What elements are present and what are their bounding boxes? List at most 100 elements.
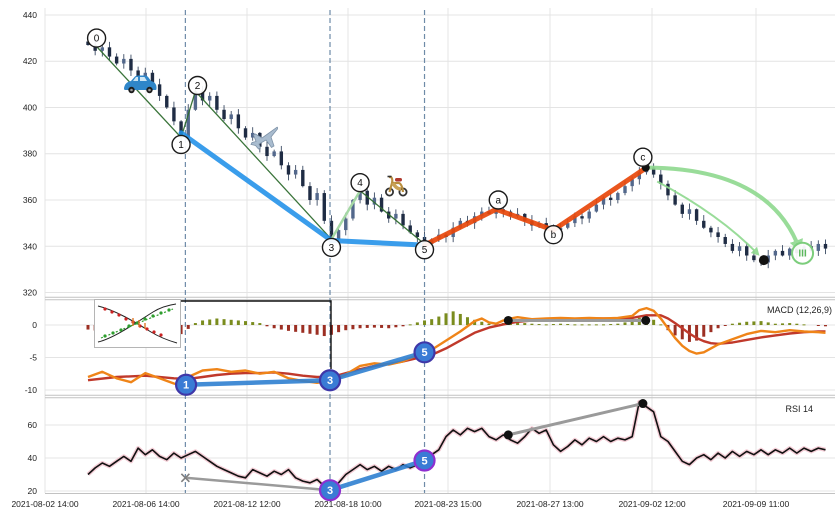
x-tick-label: 2021-08-23 15:00 — [414, 499, 481, 509]
wave-label-0[interactable]: 0 — [86, 28, 107, 48]
macd-hist-bar — [179, 325, 183, 335]
macd-hist-bar — [730, 323, 734, 326]
wave-label-III[interactable]: III — [791, 241, 815, 265]
svg-text:5: 5 — [422, 245, 428, 256]
macd-hist-bar — [745, 321, 749, 326]
macd-hist-bar — [788, 323, 792, 326]
macd-hist-bar — [802, 324, 806, 326]
y-tick-label: 360 — [23, 195, 37, 205]
macd-hist-bar — [738, 322, 742, 326]
airplane-icon[interactable] — [245, 125, 279, 158]
wave-label-2[interactable]: 2 — [187, 75, 208, 96]
macd-hist-bar — [272, 325, 276, 329]
macd-hist-bar — [286, 325, 290, 331]
svg-text:b: b — [551, 230, 557, 241]
rsi-indicator-label: RSI 14 — [785, 404, 813, 414]
macd-hist-bar — [265, 325, 269, 327]
macd-hist-bar — [480, 321, 484, 326]
price-dot — [758, 255, 769, 266]
macd-hist-bar — [537, 324, 541, 326]
macd-hist-bar — [566, 324, 570, 326]
wave-label-5[interactable]: 5 — [414, 240, 435, 260]
y-tick-label: 20 — [28, 486, 38, 496]
macd-hist-bar — [365, 325, 369, 328]
macd-hist-bar — [437, 316, 441, 326]
macd-hist-bar — [630, 320, 634, 326]
macd-hist-bar — [430, 319, 434, 326]
svg-text:a: a — [495, 196, 501, 207]
rsi-divergence-line[interactable] — [503, 399, 648, 440]
car-icon[interactable] — [122, 72, 158, 101]
y-tick-label: 400 — [23, 102, 37, 112]
forecast-arrow-secondary[interactable] — [656, 180, 760, 256]
macd-hist-bar — [415, 322, 419, 326]
macd-hist-bar — [709, 325, 713, 333]
macd-wave-marker-3[interactable]: 3 — [318, 369, 342, 392]
wave-label-a[interactable]: a — [488, 190, 508, 210]
macd-wave-marker[interactable]: 1 3 5 — [174, 341, 436, 396]
y-tick-label: 60 — [28, 420, 38, 430]
macd-hist-bar — [716, 325, 720, 329]
macd-hist-bar — [559, 323, 563, 326]
macd-hist-bar — [380, 325, 384, 328]
macd-hist-bar — [695, 325, 699, 341]
macd-hist-bar — [201, 320, 205, 326]
macd-hist-bar — [723, 325, 727, 327]
macd-hist-bar — [208, 319, 212, 326]
wave-label-b[interactable]: b — [543, 224, 564, 245]
inset-connector-line — [179, 300, 332, 369]
macd-hist-bar — [773, 323, 777, 326]
x-tick-label: 2021-08-18 10:00 — [314, 499, 381, 509]
macd-hist-bar — [258, 323, 262, 326]
svg-text:c: c — [640, 153, 645, 164]
svg-text:3: 3 — [327, 375, 333, 387]
macd-hist-bar — [423, 320, 427, 326]
macd-hist-bar — [673, 325, 677, 336]
macd-hist-bar — [458, 313, 462, 326]
macd-hist-bar — [401, 325, 405, 327]
svg-text:3: 3 — [329, 243, 335, 254]
macd-hist-bar — [587, 324, 591, 326]
pattern-inset-thumbnail[interactable] — [94, 299, 181, 348]
abc-trendline[interactable] — [422, 165, 649, 248]
grid-layer — [44, 8, 835, 494]
macd-hist-bar — [215, 318, 219, 326]
macd-hist-bar — [766, 322, 770, 326]
macd-hist-bar — [244, 321, 248, 326]
svg-text:III: III — [798, 249, 807, 260]
wave3-4-line[interactable] — [330, 190, 362, 240]
svg-text:5: 5 — [421, 455, 427, 467]
rsi-line — [87, 401, 826, 491]
macd-hist-bar — [759, 321, 763, 326]
wave-label-3[interactable]: 3 — [321, 237, 342, 258]
macd-hist-bar — [573, 324, 577, 326]
macd-hist-bar — [394, 325, 398, 328]
macd-hist-bar — [451, 311, 455, 326]
macd-wave-marker-5[interactable]: 5 — [413, 341, 436, 364]
macd-hist-bar — [408, 324, 412, 326]
rsi-wave-marker-3[interactable]: 3 — [318, 479, 342, 502]
x-tick-label: 2021-09-02 12:00 — [618, 499, 685, 509]
wave-label-c[interactable]: c — [633, 147, 653, 167]
macd-hist-bar — [795, 323, 799, 326]
macd-hist-bar — [823, 325, 827, 327]
macd-divergence-line[interactable] — [503, 315, 651, 325]
rsi-wave-marker[interactable]: 35 — [318, 449, 436, 502]
scooter-icon[interactable] — [383, 169, 409, 202]
axis-tick-labels: 2021-08-02 14:00 2021-08-06 14:00 2021-08-… — [11, 10, 789, 509]
y-tick-label: 320 — [23, 288, 37, 298]
macd-wave-marker-1[interactable]: 1 — [174, 373, 198, 396]
macd-hist-bar — [351, 325, 355, 330]
rsi-gray-trendline[interactable] — [180, 473, 331, 492]
macd-hist-bar — [322, 325, 326, 337]
wave-label-4[interactable]: 4 — [350, 172, 370, 193]
forecast-arrow[interactable] — [646, 165, 803, 253]
macd-hist-bar — [652, 319, 656, 326]
rsi-wave-marker-5[interactable]: 5 — [413, 449, 436, 472]
macd-hist-bar — [487, 323, 491, 326]
wave-label-1[interactable]: 1 — [171, 134, 191, 155]
macd-hist-bar — [301, 325, 305, 333]
y-tick-label: 40 — [28, 453, 38, 463]
